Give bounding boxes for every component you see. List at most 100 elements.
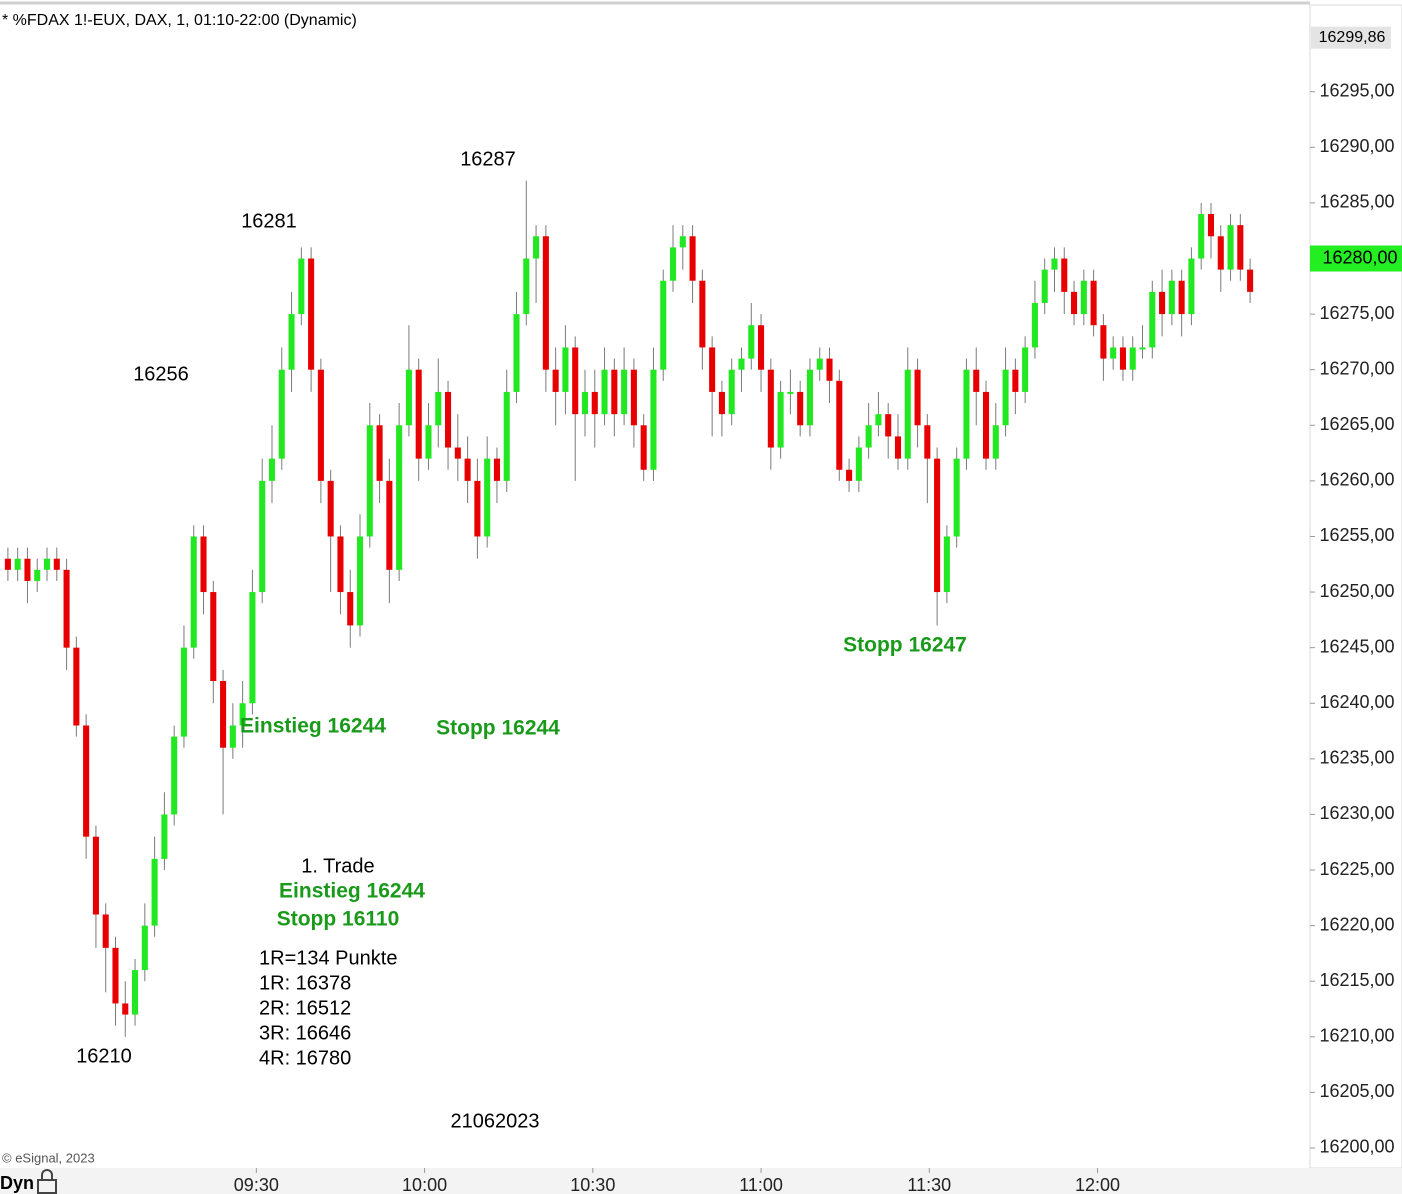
- candle-body: [347, 592, 354, 626]
- candle-body: [210, 592, 217, 682]
- y-tick-label: 16295,00: [1319, 80, 1394, 100]
- candle-body: [660, 280, 667, 370]
- candle-body: [1041, 269, 1048, 303]
- candle-body: [356, 536, 364, 626]
- y-tick-label: 16225,00: [1319, 859, 1394, 879]
- last-price-box: [1310, 245, 1402, 272]
- candle-body: [689, 236, 696, 281]
- annotation: 16281: [241, 210, 297, 232]
- candle-body: [220, 681, 227, 748]
- candle-body: [327, 480, 334, 537]
- candle-body: [190, 536, 197, 648]
- candle-body: [787, 391, 794, 394]
- candle-body: [885, 414, 892, 437]
- candle-body: [493, 458, 500, 481]
- y-tick-label: 16270,00: [1319, 358, 1394, 378]
- candle-body: [855, 447, 862, 481]
- candle-body: [415, 369, 422, 459]
- price-axis-panel: [1309, 4, 1402, 1169]
- candle-body: [1129, 347, 1136, 370]
- candle-body: [4, 558, 11, 570]
- y-tick-label: 16210,00: [1319, 1026, 1394, 1046]
- y-tick-label: 16290,00: [1319, 136, 1394, 156]
- annotation: Stopp 16244: [436, 717, 560, 740]
- candle-body: [43, 558, 51, 570]
- candle-body: [464, 458, 471, 481]
- candle-body: [523, 258, 530, 315]
- annotation: 1R: 16378: [259, 972, 351, 994]
- candle-body: [1217, 236, 1224, 270]
- candle-body: [572, 347, 579, 415]
- candle-body: [816, 358, 823, 370]
- annotation: 1. Trade: [301, 855, 374, 877]
- candle-body: [435, 391, 442, 426]
- y-tick-label: 16265,00: [1319, 414, 1394, 434]
- annotation: Einstieg 16244: [240, 715, 386, 738]
- y-tick-label: 16275,00: [1319, 303, 1394, 323]
- candle-body: [709, 347, 716, 392]
- y-tick-label: 16235,00: [1319, 748, 1394, 768]
- candle-body: [650, 369, 657, 470]
- candle-body: [1188, 258, 1195, 315]
- y-tick-label: 16200,00: [1319, 1137, 1394, 1157]
- candle-body: [1051, 258, 1058, 270]
- candle-body: [542, 236, 549, 370]
- y-tick-label: 16245,00: [1319, 636, 1394, 656]
- annotation: 16256: [133, 363, 189, 385]
- candle-body: [1207, 214, 1215, 237]
- candle-body: [679, 236, 686, 248]
- candle-body: [1149, 291, 1156, 348]
- candle-body: [1100, 325, 1107, 359]
- candle-body: [591, 391, 598, 415]
- annotation: 4R: 16780: [259, 1047, 351, 1069]
- candle-body: [738, 358, 745, 370]
- candle-body: [934, 458, 941, 593]
- candle-body: [132, 970, 139, 1015]
- candle-body: [474, 480, 481, 537]
- y-tick-label: 16220,00: [1319, 914, 1394, 934]
- y-tick-label: 16255,00: [1319, 525, 1394, 545]
- candle-body: [445, 391, 452, 448]
- annotation: Einstieg 16244: [279, 880, 425, 903]
- candle-body: [982, 391, 990, 459]
- candle-body: [894, 436, 902, 459]
- x-tick-label: 11:00: [739, 1175, 783, 1194]
- candle-body: [904, 369, 911, 459]
- candle-body: [1178, 280, 1185, 315]
- candle-body: [836, 380, 843, 470]
- candle-body: [1198, 214, 1205, 259]
- high-marker-label: 16299,86: [1319, 29, 1386, 46]
- candle-body: [34, 569, 41, 581]
- y-tick-label: 16215,00: [1319, 970, 1394, 990]
- candle-body: [1168, 280, 1175, 315]
- y-tick-label: 16205,00: [1319, 1081, 1394, 1101]
- candle-body: [581, 391, 589, 415]
- candle-body: [298, 258, 305, 315]
- candle-body: [14, 558, 21, 570]
- candle-body: [24, 558, 31, 581]
- x-tick-label: 10:30: [570, 1175, 615, 1194]
- candle-body: [288, 314, 295, 370]
- time-axis-panel: [0, 1168, 1402, 1194]
- candle-body: [171, 736, 178, 815]
- candle-body: [777, 391, 784, 448]
- candle-body: [366, 425, 373, 537]
- candle-body: [180, 647, 187, 737]
- candle-body: [405, 369, 412, 426]
- candle-body: [1061, 258, 1068, 292]
- candle-body: [865, 425, 872, 448]
- candle-body: [669, 247, 677, 281]
- lock-icon: [37, 1169, 57, 1194]
- candle-body: [748, 325, 755, 359]
- candle-body: [278, 369, 285, 459]
- candle-body: [1071, 291, 1078, 315]
- candle-body: [1119, 347, 1126, 370]
- candle-body: [386, 480, 393, 570]
- x-tick-label: 10:00: [402, 1175, 447, 1194]
- annotation: 1R=134 Punkte: [259, 947, 397, 969]
- candle-body: [640, 425, 647, 470]
- x-tick-label: 09:30: [234, 1175, 279, 1194]
- candle-body: [249, 592, 256, 704]
